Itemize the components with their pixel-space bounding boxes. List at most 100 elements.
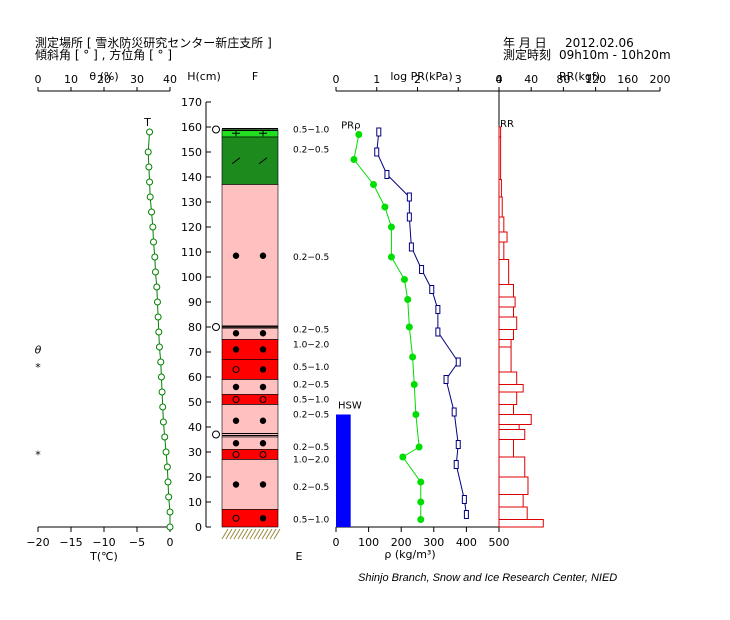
pr-point — [419, 265, 425, 274]
density-point — [415, 443, 423, 451]
pr-point — [451, 407, 457, 417]
grain-dot — [232, 346, 240, 353]
pr-point — [435, 305, 441, 314]
temp-point — [144, 148, 152, 156]
rr-bar — [498, 284, 514, 298]
density-point — [355, 131, 363, 138]
temp-point — [146, 193, 154, 201]
temp-point — [157, 373, 165, 381]
rr-bar — [498, 306, 514, 318]
temp-point — [154, 313, 162, 321]
pr-point — [374, 147, 380, 157]
density-axis-title: ρ (kg/m³) — [384, 548, 435, 561]
temp-point — [153, 283, 161, 291]
density-point — [387, 223, 395, 231]
temp-tick-label: −10 — [92, 536, 115, 549]
rr-bar — [498, 216, 505, 233]
side-mark: * — [35, 449, 41, 462]
grain-dot — [259, 366, 267, 373]
density-point — [369, 181, 377, 188]
temp-point — [145, 163, 153, 171]
rr-tick-label: 200 — [650, 73, 671, 86]
grain-dot — [232, 383, 240, 391]
temp-point — [149, 223, 157, 231]
snow-layer — [221, 509, 279, 528]
density-point — [404, 296, 412, 303]
ground-hatch — [245, 528, 253, 540]
grain-circle — [232, 396, 240, 403]
rr-bar — [498, 136, 502, 180]
density-tick-label: 200 — [391, 536, 412, 549]
grain-size-label: 0.2−0.5 — [293, 483, 329, 493]
grain-size-label: 0.2−0.5 — [293, 146, 329, 156]
density-point — [381, 203, 389, 211]
height-tick-label: 90 — [188, 296, 202, 309]
snow-layer — [221, 359, 279, 380]
snow-layer — [221, 184, 279, 328]
date-value: 2012.02.06 — [565, 36, 634, 50]
rr-series-label: RR — [500, 119, 514, 130]
rr-bar — [498, 231, 508, 243]
ice-crust-marker — [212, 323, 220, 331]
snow-layer — [221, 379, 279, 395]
density-tick-label: 300 — [423, 536, 444, 549]
rr-bar — [498, 494, 524, 508]
rr-bar — [498, 456, 526, 478]
grain-size-label: 1.0−2.0 — [293, 456, 329, 466]
grain-size-label: 1.0−2.0 — [293, 341, 329, 351]
grain-slash — [258, 157, 268, 165]
temp-point — [164, 478, 172, 486]
temp-point — [146, 178, 154, 186]
rr-axis-title: RR(kgf) — [559, 70, 600, 83]
grain-size-label: 0.5−1.0 — [293, 126, 329, 136]
temp-point — [159, 418, 167, 426]
temp-tick-label: −15 — [59, 536, 82, 549]
hsw-bar — [336, 414, 351, 527]
rr-bar — [498, 196, 503, 218]
snow-layer — [221, 449, 279, 460]
grain-size-label: 0.2−0.5 — [293, 381, 329, 391]
rr-bar — [498, 424, 520, 430]
rr-tick-label: 80 — [556, 73, 570, 86]
ground-hatch — [225, 528, 233, 540]
rr-bar — [498, 384, 524, 393]
temp-point — [153, 298, 161, 306]
grain-size-label: 0.2−0.5 — [293, 326, 329, 336]
density-tick-label: 500 — [489, 536, 510, 549]
temp-point — [157, 358, 165, 366]
ground-hatch — [265, 528, 273, 540]
theta-tick-label: 0 — [35, 73, 42, 86]
pr-tick-label: 1 — [373, 73, 380, 86]
pr-point — [376, 127, 382, 137]
density-point — [417, 478, 425, 486]
credit: Shinjo Branch, Snow and Ice Research Cen… — [358, 572, 618, 584]
grain-dot — [259, 330, 267, 337]
temp-point — [155, 343, 163, 351]
rr-bar — [498, 414, 532, 425]
height-axis-title: H(cm) — [187, 70, 221, 83]
temp-point — [158, 388, 166, 396]
temp-series-label: T — [143, 116, 151, 129]
rr-bar — [498, 346, 512, 373]
angle-label: 傾斜角 [ ° ] , 方位角 [ ° ] — [35, 48, 173, 62]
temp-point — [155, 328, 163, 336]
rr-bar — [498, 506, 528, 520]
height-tick-label: 170 — [181, 96, 202, 109]
height-tick-label: 100 — [181, 271, 202, 284]
site-label: 測定場所 [ 雪氷防災研究センター新庄支所 ] — [35, 36, 272, 50]
ground-hatch — [241, 528, 249, 540]
pr-tick-label: 4 — [496, 73, 503, 86]
pr-point — [455, 357, 461, 367]
pr-point — [443, 375, 449, 384]
ground-hatch — [233, 528, 241, 540]
height-tick-label: 70 — [188, 346, 202, 359]
rr-bar — [498, 329, 514, 340]
snow-layer — [221, 459, 279, 510]
grain-dot — [232, 330, 240, 337]
density-point — [400, 276, 408, 283]
temp-point — [166, 523, 174, 531]
snow-layer — [221, 404, 279, 438]
ground-hatch — [273, 528, 281, 540]
ice-crust-marker — [212, 430, 220, 439]
theta-tick-label: 10 — [64, 73, 78, 86]
